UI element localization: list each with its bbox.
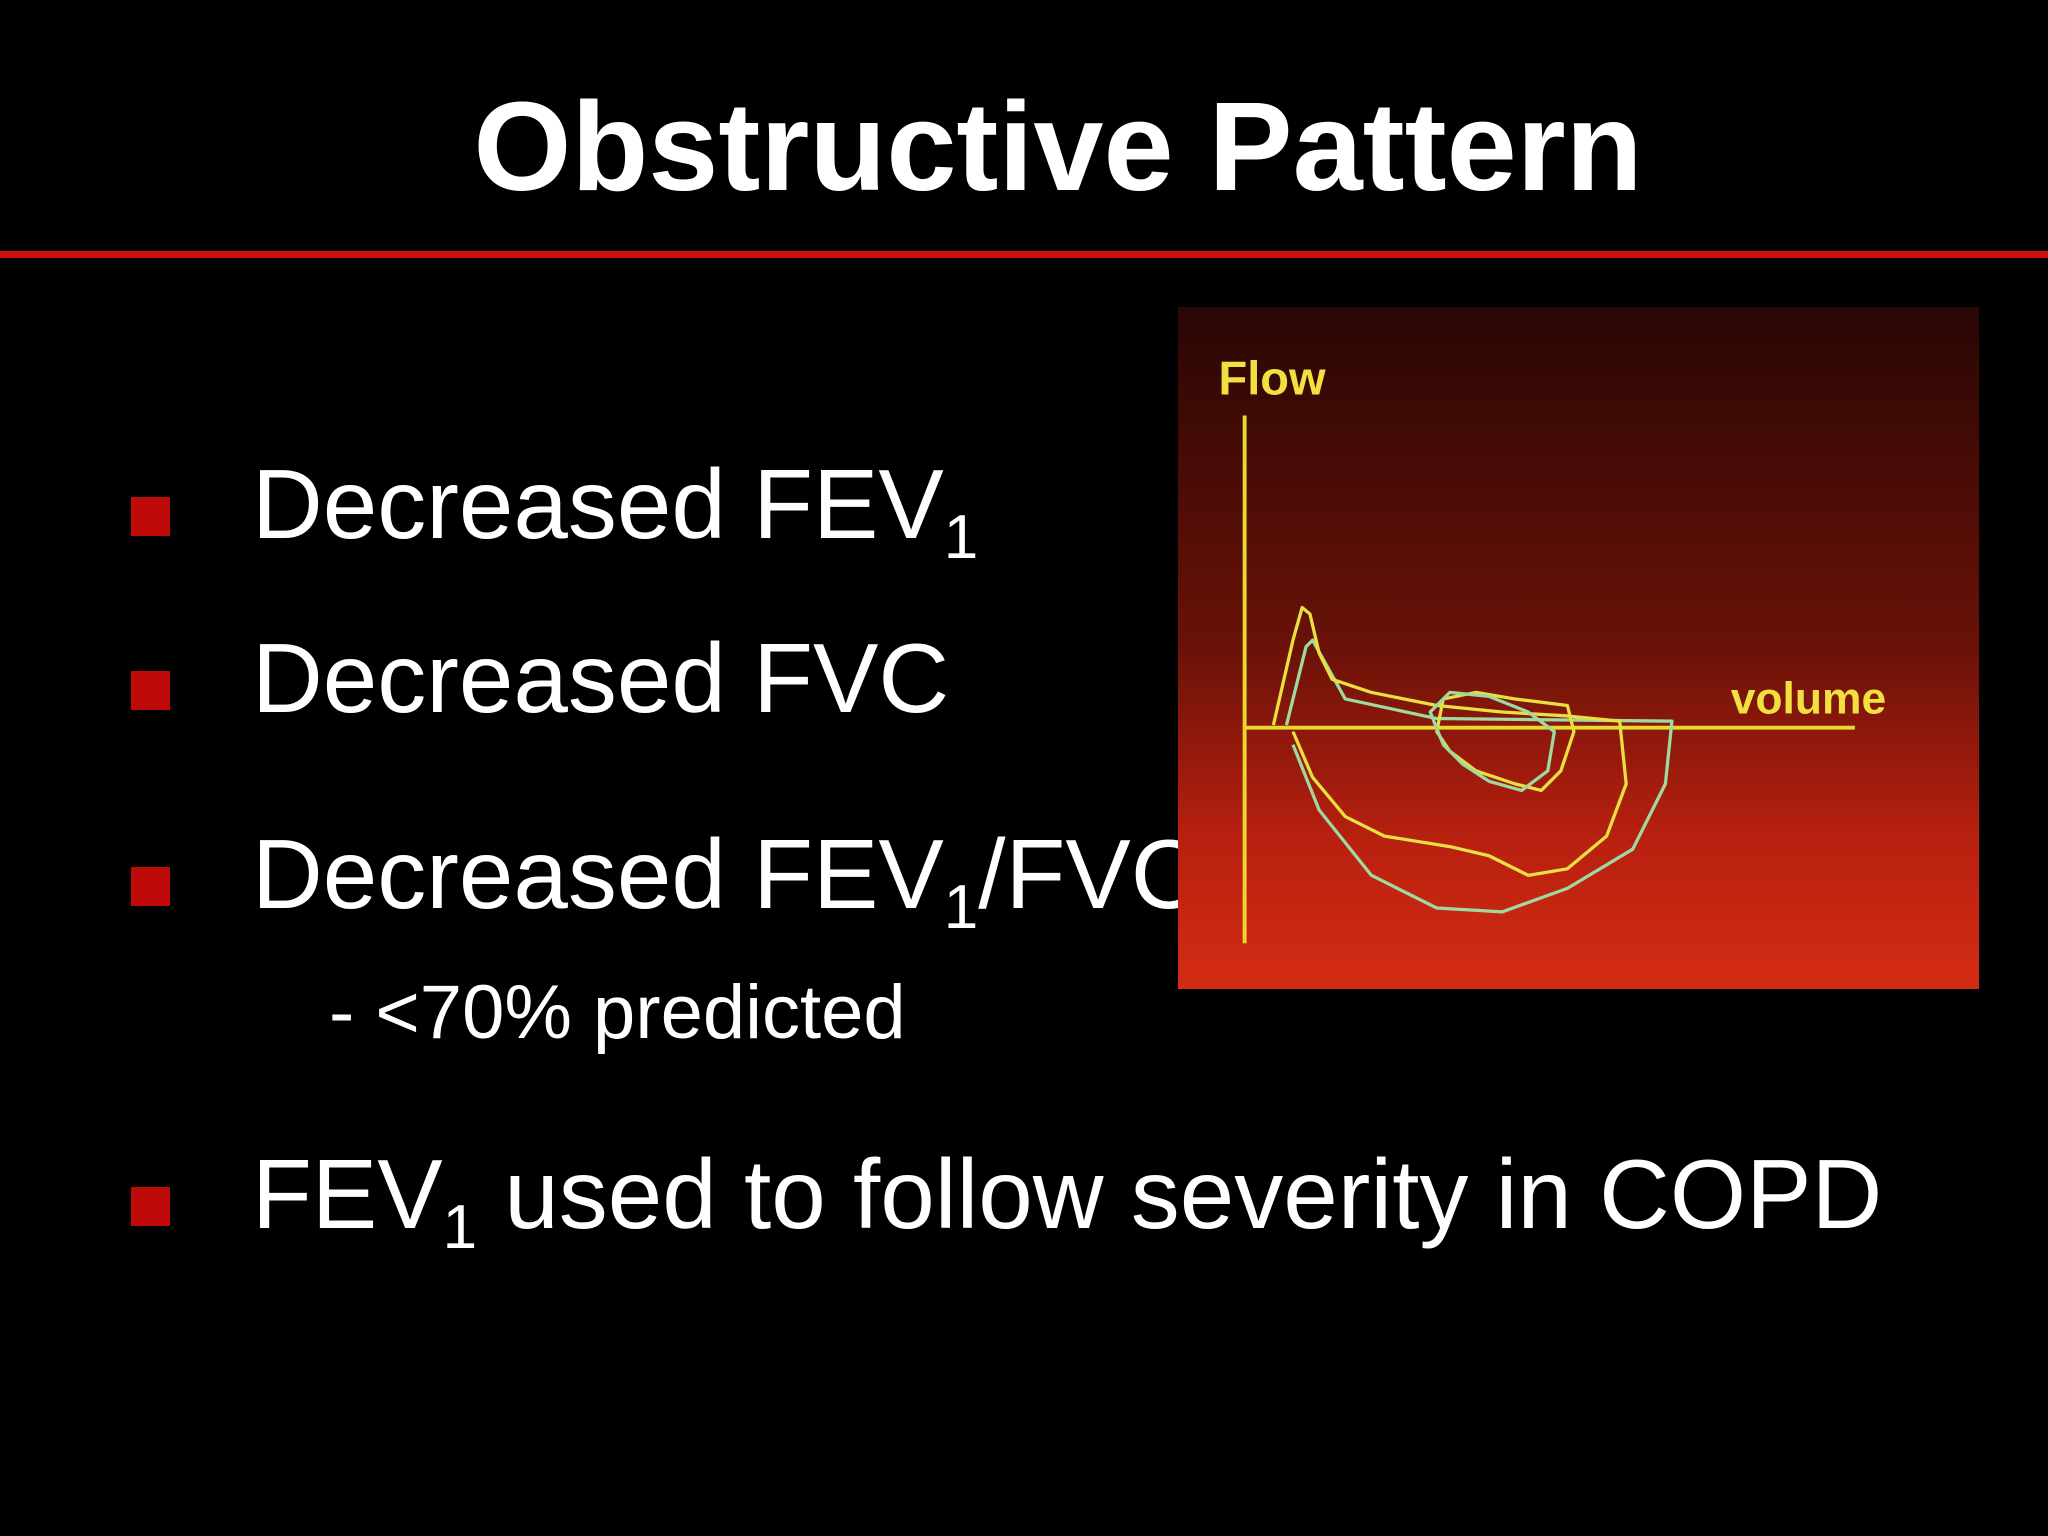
text-segment: FEV	[252, 1139, 443, 1249]
bullet-text: Decreased FEV1	[252, 449, 978, 572]
bullet-text: Decreased FVC	[252, 623, 949, 733]
text-segment: Decreased FVC	[252, 623, 949, 733]
x-axis-label: volume	[1731, 674, 1886, 723]
bullet-text: Decreased FEV1/FVC	[252, 819, 1201, 942]
loop-small-alt	[1428, 690, 1556, 793]
bullet-marker	[131, 497, 170, 536]
text-segment: Decreased FEV	[252, 819, 944, 929]
bullet-marker	[131, 671, 170, 710]
subscript: 1	[944, 503, 978, 572]
sub-bullet-text: - <70% predicted	[329, 970, 906, 1055]
flow-volume-figure: Flow volume	[1178, 307, 1979, 989]
text-segment: used to follow severity in COPD	[477, 1139, 1882, 1249]
text-segment: Decreased FEV	[252, 449, 944, 559]
bullet-marker	[131, 867, 170, 906]
bullet-text: FEV1 used to follow severity in COPD	[252, 1139, 1882, 1262]
y-axis-label: Flow	[1219, 352, 1327, 405]
title-rule	[0, 251, 2048, 258]
subscript: 1	[443, 1193, 477, 1262]
curve-obstructive	[1271, 605, 1628, 877]
bullet-marker	[131, 1187, 170, 1226]
subscript: 1	[944, 873, 978, 942]
slide-title: Obstructive Pattern	[473, 76, 1642, 217]
text-segment: /FVC	[978, 819, 1201, 929]
figure-background	[1178, 307, 1979, 989]
